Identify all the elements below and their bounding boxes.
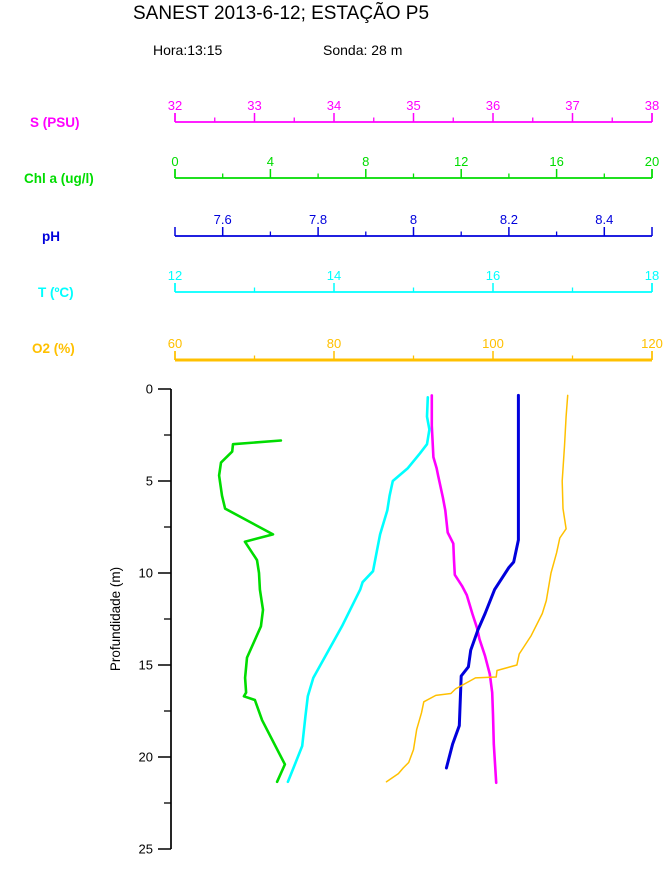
chlorophyll-axis: 0 4 8 12 16 20: [171, 154, 659, 179]
depth-tick-label: 5: [146, 474, 153, 489]
subtitle-hora: Hora:13:15: [153, 42, 222, 58]
chlorophyll-tick-label: 8: [362, 154, 369, 169]
ph-axis: 7.6 7.8 8 8.2 8.4: [174, 212, 653, 237]
chlorophyll-tick-label: 20: [645, 154, 659, 169]
temperature-tick-label: 16: [486, 268, 500, 283]
salinity-curve: [430, 394, 498, 785]
salinity-tick-label: 34: [327, 98, 341, 113]
ph-tick-label: 7.6: [214, 212, 232, 227]
depth-tick-label: 15: [139, 658, 153, 673]
salinity-tick-label: 37: [565, 98, 579, 113]
oxygen-axis: 60 80 100 120: [168, 336, 663, 362]
depth-axis: 0 5 10 15 20 25: [139, 382, 172, 857]
oxygen-tick-label: 60: [168, 336, 182, 351]
depth-tick-label: 20: [139, 750, 153, 765]
salinity-tick-label: 35: [406, 98, 420, 113]
depth-tick-label: 10: [139, 566, 153, 581]
chlorophyll-tick-label: 4: [267, 154, 274, 169]
depth-tick-label: 25: [139, 842, 153, 857]
ph-tick-label: 8.2: [500, 212, 518, 227]
temperature-axis: 12 14 16 18: [168, 268, 659, 293]
salinity-axis-label: S (PSU): [30, 115, 80, 130]
depth-tick-label: 0: [146, 382, 153, 397]
salinity-tick-label: 33: [247, 98, 261, 113]
chlorophyll-tick-label: 0: [171, 154, 178, 169]
temperature-tick-label: 12: [168, 268, 182, 283]
chlorophyll-tick-label: 12: [454, 154, 468, 169]
salinity-tick-label: 36: [486, 98, 500, 113]
oxygen-axis-label: O2 (%): [32, 341, 75, 356]
ph-tick-label: 8.4: [595, 212, 613, 227]
salinity-tick-label: 38: [645, 98, 659, 113]
ph-tick-label: 8: [410, 212, 417, 227]
ph-axis-label: pH: [42, 229, 60, 244]
temperature-curve: [286, 395, 431, 784]
ph-curve: [444, 393, 520, 770]
salinity-axis: 32 33 34 35 36 37 38: [168, 98, 659, 123]
oxygen-tick-label: 80: [327, 336, 341, 351]
chlorophyll-tick-label: 16: [549, 154, 563, 169]
oxygen-curve: [385, 394, 569, 783]
salinity-tick-label: 32: [168, 98, 182, 113]
chlorophyll-axis-label: Chl a (ug/l): [24, 171, 94, 186]
subtitle-sonda: Sonda: 28 m: [323, 42, 402, 58]
depth-axis-label: Profundidade (m): [108, 567, 123, 671]
temperature-axis-label: T (ºC): [38, 285, 74, 300]
oxygen-tick-label: 100: [482, 336, 504, 351]
chlorophyll-curve: [217, 439, 287, 784]
temperature-tick-label: 14: [327, 268, 341, 283]
oxygen-tick-label: 120: [641, 336, 663, 351]
temperature-tick-label: 18: [645, 268, 659, 283]
page-title: SANEST 2013-6-12; ESTAÇÃO P5: [133, 2, 429, 24]
ph-tick-label: 7.8: [309, 212, 327, 227]
chart-generated-layer: 32 33 34 35 36 37 38 0 4 8 12 16 20 7.6 7.8 8 8.2 8.4 12 14…: [139, 98, 663, 857]
